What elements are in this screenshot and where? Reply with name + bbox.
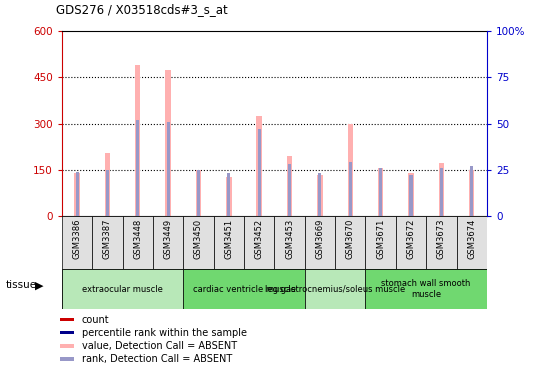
Bar bbox=[318, 173, 321, 216]
Text: GSM3671: GSM3671 bbox=[376, 219, 385, 259]
Bar bbox=[244, 216, 274, 269]
Bar bbox=[226, 178, 231, 216]
Text: GSM3450: GSM3450 bbox=[194, 219, 203, 259]
Bar bbox=[196, 170, 201, 216]
Text: GSM3452: GSM3452 bbox=[254, 219, 264, 259]
Bar bbox=[274, 216, 305, 269]
Bar bbox=[378, 168, 384, 216]
Bar bbox=[197, 170, 200, 216]
Bar bbox=[228, 173, 230, 216]
Bar bbox=[379, 168, 382, 216]
Bar bbox=[348, 124, 353, 216]
Bar bbox=[258, 129, 261, 216]
Bar bbox=[409, 175, 413, 216]
Bar bbox=[408, 173, 414, 216]
Bar bbox=[105, 153, 110, 216]
Bar bbox=[62, 269, 183, 309]
Bar bbox=[396, 216, 426, 269]
Bar bbox=[365, 216, 396, 269]
Bar bbox=[288, 164, 291, 216]
Bar bbox=[60, 357, 74, 361]
Text: tissue: tissue bbox=[5, 280, 37, 291]
Bar bbox=[365, 269, 487, 309]
Text: percentile rank within the sample: percentile rank within the sample bbox=[82, 328, 246, 338]
Bar bbox=[426, 216, 457, 269]
Text: GDS276 / X03518cds#3_s_at: GDS276 / X03518cds#3_s_at bbox=[56, 3, 228, 16]
Text: GSM3672: GSM3672 bbox=[407, 219, 415, 259]
Bar bbox=[335, 216, 365, 269]
Text: GSM3451: GSM3451 bbox=[224, 219, 233, 259]
Bar bbox=[287, 156, 292, 216]
Text: rank, Detection Call = ABSENT: rank, Detection Call = ABSENT bbox=[82, 354, 232, 365]
Bar bbox=[135, 65, 140, 216]
Bar bbox=[183, 269, 305, 309]
Bar bbox=[167, 122, 169, 216]
Bar bbox=[75, 172, 79, 216]
Bar bbox=[317, 175, 323, 216]
Bar bbox=[60, 331, 74, 334]
Bar bbox=[438, 163, 444, 216]
Bar bbox=[214, 216, 244, 269]
Bar bbox=[183, 216, 214, 269]
Text: GSM3673: GSM3673 bbox=[437, 219, 446, 259]
Bar bbox=[349, 163, 352, 216]
Bar bbox=[153, 216, 183, 269]
Text: GSM3669: GSM3669 bbox=[315, 219, 324, 259]
Bar bbox=[305, 269, 365, 309]
Text: ▶: ▶ bbox=[35, 280, 44, 291]
Text: value, Detection Call = ABSENT: value, Detection Call = ABSENT bbox=[82, 341, 237, 351]
Bar bbox=[440, 168, 443, 216]
Bar bbox=[106, 170, 109, 216]
Text: GSM3674: GSM3674 bbox=[467, 219, 476, 259]
Bar bbox=[62, 216, 92, 269]
Text: GSM3448: GSM3448 bbox=[133, 219, 142, 259]
Bar bbox=[469, 170, 475, 216]
Text: GSM3453: GSM3453 bbox=[285, 219, 294, 259]
Bar bbox=[257, 116, 262, 216]
Bar bbox=[60, 344, 74, 348]
Text: GSM3386: GSM3386 bbox=[73, 219, 82, 259]
Text: leg gastrocnemius/soleus muscle: leg gastrocnemius/soleus muscle bbox=[265, 285, 405, 294]
Text: cardiac ventricle muscle: cardiac ventricle muscle bbox=[193, 285, 295, 294]
Text: extraocular muscle: extraocular muscle bbox=[82, 285, 163, 294]
Bar bbox=[60, 318, 74, 321]
Bar bbox=[165, 70, 171, 216]
Text: stomach wall smooth
muscle: stomach wall smooth muscle bbox=[381, 279, 471, 299]
Text: GSM3449: GSM3449 bbox=[164, 219, 173, 259]
Bar bbox=[457, 216, 487, 269]
Bar bbox=[123, 216, 153, 269]
Bar bbox=[74, 173, 80, 216]
Text: GSM3670: GSM3670 bbox=[346, 219, 355, 259]
Text: count: count bbox=[82, 314, 109, 325]
Text: GSM3387: GSM3387 bbox=[103, 219, 112, 259]
Bar bbox=[470, 166, 473, 216]
Bar bbox=[136, 120, 139, 216]
Bar bbox=[92, 216, 123, 269]
Bar bbox=[305, 216, 335, 269]
